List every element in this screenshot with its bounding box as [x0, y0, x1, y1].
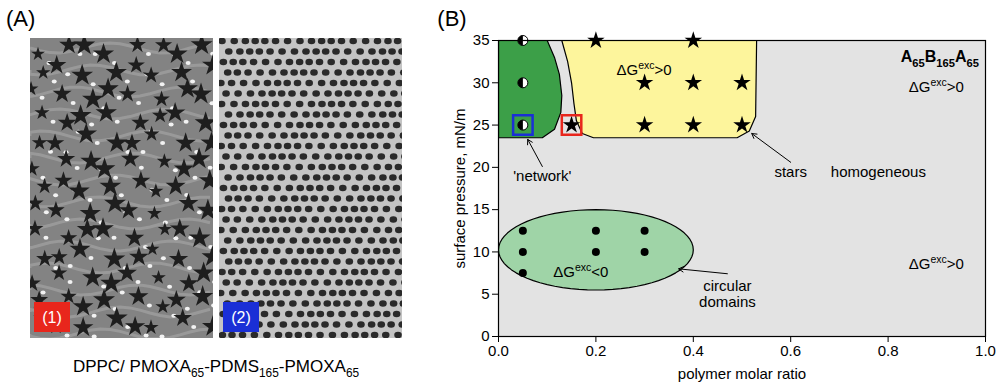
- svg-text:0.6: 0.6: [780, 342, 801, 359]
- svg-text:0.0: 0.0: [488, 342, 509, 359]
- svg-text:35: 35: [473, 31, 490, 48]
- svg-text:5: 5: [481, 285, 489, 302]
- svg-text:1.0: 1.0: [975, 342, 996, 359]
- svg-text:'network': 'network': [513, 167, 571, 184]
- svg-text:20: 20: [473, 158, 490, 175]
- svg-text:10: 10: [473, 243, 490, 260]
- svg-text:0.4: 0.4: [683, 342, 704, 359]
- svg-text:ΔGexc<0: ΔGexc<0: [553, 261, 608, 280]
- svg-text:15: 15: [473, 200, 490, 217]
- svg-text:ΔGexc>0: ΔGexc>0: [909, 253, 964, 272]
- svg-text:circulardomains: circulardomains: [699, 277, 756, 310]
- svg-text:surface pressure, mN/m: surface pressure, mN/m: [451, 108, 468, 268]
- svg-text:25: 25: [473, 116, 490, 133]
- svg-text:stars: stars: [774, 163, 807, 180]
- svg-text:0: 0: [481, 327, 490, 345]
- svg-text:(1): (1): [42, 309, 62, 326]
- svg-text:A65B165A65: A65B165A65: [901, 48, 979, 69]
- svg-text:0.2: 0.2: [585, 342, 606, 359]
- svg-text:polymer molar ratio: polymer molar ratio: [678, 365, 806, 382]
- svg-text:homogeneous: homogeneous: [831, 163, 926, 180]
- svg-text:DPPC/ PMOXA65-PDMS165-PMOXA65: DPPC/ PMOXA65-PDMS165-PMOXA65: [73, 357, 360, 380]
- svg-text:30: 30: [473, 74, 490, 91]
- svg-text:(B): (B): [437, 6, 466, 31]
- svg-text:0.8: 0.8: [878, 342, 899, 359]
- svg-text:ΔGexc>0: ΔGexc>0: [617, 59, 672, 78]
- svg-text:(A): (A): [6, 6, 35, 31]
- svg-text:ΔGexc>0: ΔGexc>0: [909, 76, 964, 95]
- svg-text:(2): (2): [231, 309, 251, 326]
